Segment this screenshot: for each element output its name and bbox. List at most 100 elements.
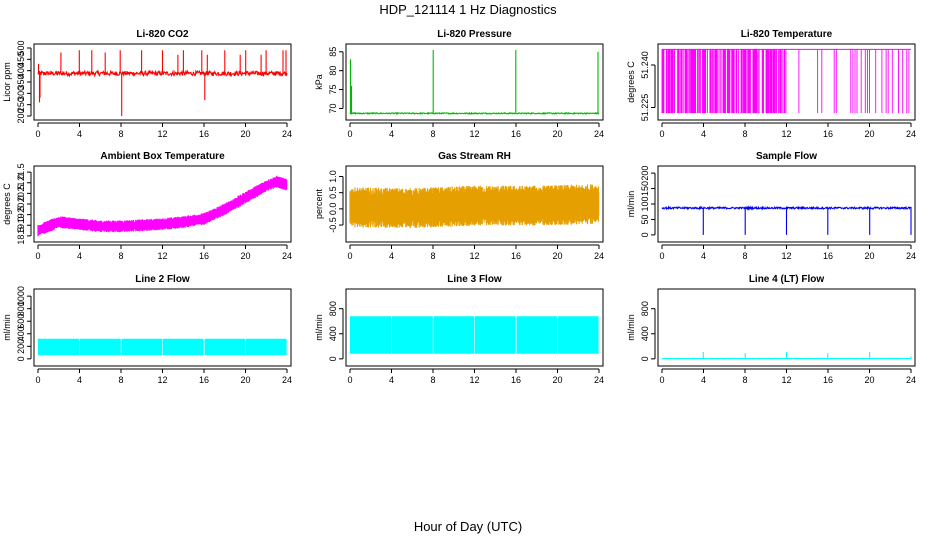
y-tick-label: 21.5	[16, 163, 26, 181]
panel-frame	[33, 165, 292, 243]
y-tick-label: 0	[640, 356, 650, 361]
x-tick-label: 16	[199, 251, 209, 261]
x-tick-label: 24	[282, 129, 292, 139]
x-tick-label: 8	[430, 375, 435, 385]
y-tick-label: 600	[16, 314, 26, 329]
x-tick-label: 20	[864, 251, 874, 261]
x-tick-label: 8	[742, 375, 747, 385]
x-tick-label: 8	[118, 251, 123, 261]
x-tick-label: 24	[282, 375, 292, 385]
y-tick-label: 250	[16, 97, 26, 112]
y-tick-label: 20.0	[16, 195, 26, 213]
data-series-band	[37, 175, 288, 237]
y-tick-label: 150	[640, 181, 650, 196]
panel-8: Line 4 (LT) Flow ml/min 0 4 8 12 16 20 24 0 400 800	[626, 274, 916, 385]
panel-frame	[345, 165, 604, 243]
panel-0: Li-820 CO2 Licor ppm 0 4 8 12 16 20 24 2002503003…	[2, 29, 292, 139]
y-tick-label: 21.0	[16, 174, 26, 192]
x-tick-label: 4	[701, 129, 706, 139]
y-tick-label: 19.0	[16, 216, 26, 234]
panel-data	[661, 352, 912, 360]
y-tick-label: 0.5	[328, 186, 338, 199]
panel-data	[37, 338, 287, 356]
x-tick-label: 0	[347, 375, 352, 385]
panel-title: Line 2 Flow	[135, 274, 190, 285]
x-tick-label: 12	[781, 251, 791, 261]
data-series-pulse	[37, 338, 287, 356]
x-tick-label: 20	[240, 375, 250, 385]
y-tick-label: 1000	[16, 286, 26, 306]
y-tick-label: 0.0	[328, 203, 338, 216]
y-tick-label: 800	[328, 301, 338, 316]
panel-frame	[657, 165, 916, 243]
x-tick-label: 8	[430, 251, 435, 261]
figure-x-axis-label: Hour of Day (UTC)	[414, 519, 522, 534]
x-tick-label: 24	[906, 251, 916, 261]
panel-frame	[33, 288, 292, 367]
y-tick-label: 19.5	[16, 206, 26, 224]
x-tick-label: 16	[823, 375, 833, 385]
data-series-switching	[661, 49, 910, 114]
x-tick-label: 16	[511, 129, 521, 139]
panel-title: Line 4 (LT) Flow	[749, 274, 825, 285]
y-tick-label: 51.225	[640, 94, 650, 122]
x-tick-label: 12	[157, 129, 167, 139]
panel-frame	[345, 288, 604, 367]
panel-y-label: kPa	[314, 74, 324, 90]
data-series-band	[349, 184, 600, 229]
y-tick-label: -0.5	[328, 217, 338, 233]
panel-frame	[657, 288, 916, 367]
y-tick-label: 400	[16, 63, 26, 78]
x-tick-label: 12	[469, 251, 479, 261]
panel-y-label: degrees C	[2, 183, 12, 225]
panel-1: Li-820 Pressure kPa 0 4 8 12 16 20 24 70 75 80 85	[314, 29, 604, 139]
panel-7: Line 3 Flow ml/min 0 4 8 12 16 20 24 0 400 800	[314, 274, 604, 385]
y-tick-label: 100	[640, 196, 650, 211]
y-tick-label: 75	[328, 85, 338, 95]
y-tick-label: 70	[328, 103, 338, 113]
panel-title: Sample Flow	[756, 151, 817, 162]
y-tick-label: 200	[640, 166, 650, 181]
x-tick-label: 12	[469, 375, 479, 385]
x-tick-label: 24	[906, 129, 916, 139]
panel-data	[37, 175, 288, 237]
y-tick-label: 0	[640, 232, 650, 237]
panel-data	[661, 205, 912, 235]
y-tick-label: 400	[16, 326, 26, 341]
x-tick-label: 0	[347, 251, 352, 261]
panel-y-label: ml/min	[314, 314, 324, 341]
data-series-line	[349, 49, 600, 116]
panel-y-label: percent	[314, 188, 324, 219]
data-series-line	[37, 50, 288, 116]
panel-title: Li-820 Temperature	[741, 29, 833, 40]
panel-frame	[345, 43, 604, 121]
x-tick-label: 0	[35, 251, 40, 261]
y-tick-label: 800	[16, 301, 26, 316]
y-tick-label: 800	[640, 301, 650, 316]
x-tick-label: 20	[864, 375, 874, 385]
panel-frame	[657, 43, 916, 121]
x-tick-label: 20	[240, 129, 250, 139]
figure-title: HDP_121114 1 Hz Diagnostics	[379, 2, 557, 17]
y-tick-label: 51.240	[640, 51, 650, 79]
x-tick-label: 4	[389, 251, 394, 261]
x-tick-label: 4	[77, 129, 82, 139]
panel-title: Ambient Box Temperature	[100, 151, 225, 162]
panel-y-label: degrees C	[626, 61, 636, 103]
x-tick-label: 8	[430, 129, 435, 139]
panel-y-label: ml/min	[2, 314, 12, 341]
data-series-line	[661, 352, 912, 360]
x-tick-label: 16	[823, 129, 833, 139]
x-tick-label: 0	[659, 129, 664, 139]
panel-title: Li-820 Pressure	[437, 29, 512, 40]
x-tick-label: 12	[469, 129, 479, 139]
y-tick-label: 50	[640, 214, 650, 224]
y-tick-label: 500	[16, 40, 26, 55]
y-tick-label: 80	[328, 66, 338, 76]
x-tick-label: 12	[781, 129, 791, 139]
x-tick-label: 24	[282, 251, 292, 261]
x-tick-label: 0	[659, 375, 664, 385]
x-tick-label: 24	[594, 129, 604, 139]
